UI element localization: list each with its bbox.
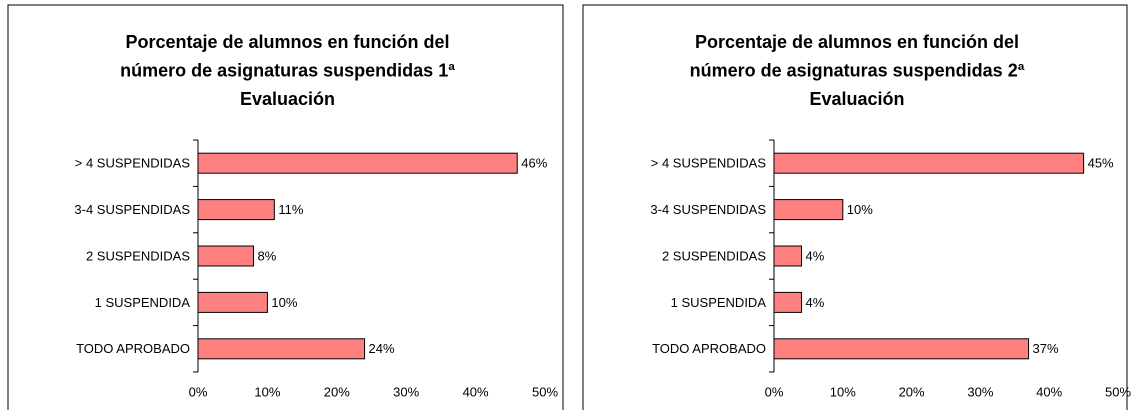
x-tick-label: 40% [1036, 384, 1062, 399]
x-tick-label: 30% [393, 384, 419, 399]
y-tick-label: > 4 SUSPENDIDAS [651, 156, 767, 171]
y-tick-label: TODO APROBADO [652, 341, 766, 356]
x-tick-label: 10% [830, 384, 856, 399]
x-tick-label: 50% [1105, 384, 1131, 399]
y-tick-label: > 4 SUSPENDIDAS [75, 156, 191, 171]
x-tick-label: 0% [765, 384, 784, 399]
data-label: 24% [369, 341, 395, 356]
y-tick-label: 1 SUSPENDIDA [671, 295, 767, 310]
bar [773, 338, 1030, 360]
bar [773, 199, 844, 221]
bar [197, 152, 518, 174]
data-label: 45% [1088, 156, 1114, 171]
x-tick-label: 20% [324, 384, 350, 399]
bar [773, 245, 803, 267]
y-tick-label: 2 SUSPENDIDAS [86, 248, 190, 263]
y-tick-label: 3-4 SUSPENDIDAS [650, 202, 766, 217]
chart-title: Porcentaje de alumnos en función del [125, 32, 449, 52]
bar [197, 199, 275, 221]
chart-title: Evaluación [240, 89, 335, 109]
x-tick-label: 0% [189, 384, 208, 399]
y-tick-label: 3-4 SUSPENDIDAS [74, 202, 190, 217]
y-tick-label: 1 SUSPENDIDA [95, 295, 191, 310]
chart-title: Porcentaje de alumnos en función del [695, 32, 1019, 52]
bar [773, 152, 1085, 174]
chart-title: número de asignaturas suspendidas 2ª [690, 60, 1025, 80]
chart-title: Evaluación [809, 89, 904, 109]
data-label: 4% [806, 248, 825, 263]
y-tick-label: TODO APROBADO [76, 341, 190, 356]
data-label: 10% [271, 295, 297, 310]
data-label: 46% [521, 156, 547, 171]
bar [197, 245, 255, 267]
y-tick-label: 2 SUSPENDIDAS [662, 248, 766, 263]
x-tick-label: 40% [463, 384, 489, 399]
bar [197, 291, 268, 313]
chart-title: número de asignaturas suspendidas 1ª [120, 60, 455, 80]
data-label: 8% [258, 248, 277, 263]
x-tick-label: 10% [254, 384, 280, 399]
x-tick-label: 50% [532, 384, 558, 399]
x-tick-label: 20% [899, 384, 925, 399]
data-label: 37% [1033, 341, 1059, 356]
data-label: 10% [847, 202, 873, 217]
x-tick-label: 30% [967, 384, 993, 399]
bar [773, 291, 803, 313]
bar [197, 338, 366, 360]
data-label: 4% [806, 295, 825, 310]
data-label: 11% [278, 202, 303, 217]
